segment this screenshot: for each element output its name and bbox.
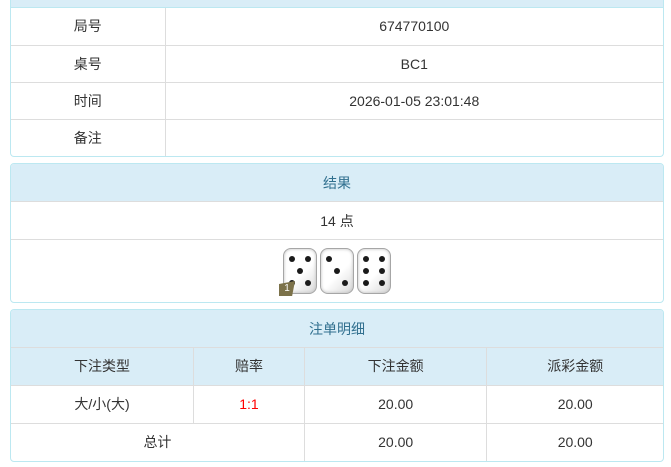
die-cell bbox=[333, 253, 341, 265]
time-label: 时间 bbox=[11, 81, 166, 119]
die-pip bbox=[296, 265, 304, 277]
die-pip bbox=[362, 253, 370, 265]
die-cell bbox=[288, 265, 296, 277]
die-pip bbox=[304, 277, 312, 289]
table-row: 备注 bbox=[11, 118, 663, 156]
bet-odds-value: 1:1 bbox=[193, 385, 305, 424]
die-pip bbox=[362, 277, 370, 289]
die-pip bbox=[378, 277, 386, 289]
die-cell bbox=[304, 265, 312, 277]
die-cell bbox=[370, 277, 378, 289]
die-cell bbox=[341, 265, 349, 277]
game-info-table: 局号 674770100 桌号 BC1 时间 2026-01-05 23:01:… bbox=[11, 8, 663, 156]
table-row: 时间 2026-01-05 23:01:48 bbox=[11, 81, 663, 119]
page: 局号 674770100 桌号 BC1 时间 2026-01-05 23:01:… bbox=[0, 0, 664, 462]
column-header-bet-type: 下注类型 bbox=[11, 348, 194, 386]
die-cell bbox=[325, 265, 333, 277]
die-cell bbox=[325, 277, 333, 289]
table-row: 局号 674770100 bbox=[11, 8, 663, 45]
bet-type-value: 大/小(大) bbox=[11, 385, 194, 424]
table-number-value: BC1 bbox=[165, 44, 663, 82]
result-points: 14 点 bbox=[11, 202, 663, 240]
result-panel: 结果 14 点 1 bbox=[10, 163, 664, 303]
table-number-label: 桌号 bbox=[11, 44, 166, 82]
die-cell bbox=[341, 253, 349, 265]
die-face-6 bbox=[357, 248, 391, 294]
die-pip bbox=[362, 265, 370, 277]
total-label: 总计 bbox=[143, 434, 172, 451]
result-panel-heading: 结果 bbox=[11, 164, 663, 202]
total-payout-amount: 20.00 bbox=[486, 423, 663, 461]
die-cell bbox=[333, 277, 341, 289]
die-number-badge: 1 bbox=[279, 281, 295, 296]
die-face-3 bbox=[320, 248, 354, 294]
die-cell bbox=[370, 265, 378, 277]
total-row: 总计 20.00 20.00 bbox=[11, 423, 663, 461]
bet-row: 大/小(大) 1:1 20.00 20.00 bbox=[11, 385, 663, 424]
remark-value bbox=[165, 118, 663, 156]
game-info-panel: 局号 674770100 桌号 BC1 时间 2026-01-05 23:01:… bbox=[10, 0, 664, 157]
die-pip bbox=[378, 253, 386, 265]
die-pip bbox=[288, 253, 296, 265]
game-info-panel-heading-strip bbox=[11, 0, 663, 8]
die-pip bbox=[325, 253, 333, 265]
table-row: 桌号 BC1 bbox=[11, 44, 663, 82]
column-header-bet-amount: 下注金额 bbox=[303, 348, 487, 386]
column-header-payout-amount: 派彩金额 bbox=[486, 348, 663, 386]
column-header-odds: 赔率 bbox=[193, 348, 305, 386]
die-cell bbox=[370, 253, 378, 265]
bet-details-panel: 注单明细 下注类型 赔率 下注金额 派彩金额 大/小(大) 1:1 20.00 … bbox=[10, 309, 664, 462]
die-face-5: 1 bbox=[279, 248, 317, 296]
die-cell bbox=[296, 277, 304, 289]
dice-row: 1 bbox=[11, 240, 663, 302]
payout-amount-value: 20.00 bbox=[486, 385, 663, 424]
round-number-label: 局号 bbox=[11, 8, 166, 45]
die-pip bbox=[378, 265, 386, 277]
total-bet-amount: 20.00 bbox=[303, 423, 487, 461]
bet-details-table: 下注类型 赔率 下注金额 派彩金额 大/小(大) 1:1 20.00 20.00… bbox=[11, 348, 663, 461]
bet-details-panel-heading: 注单明细 bbox=[11, 310, 663, 348]
bet-table-header-row: 下注类型 赔率 下注金额 派彩金额 bbox=[11, 348, 663, 386]
die-pip bbox=[333, 265, 341, 277]
bet-amount-value: 20.00 bbox=[303, 385, 487, 424]
die-cell bbox=[296, 253, 304, 265]
round-number-value: 674770100 bbox=[379, 18, 450, 35]
time-value: 2026-01-05 23:01:48 bbox=[165, 81, 663, 119]
die-pip bbox=[304, 253, 312, 265]
remark-label: 备注 bbox=[11, 118, 166, 156]
die-pip bbox=[341, 277, 349, 289]
